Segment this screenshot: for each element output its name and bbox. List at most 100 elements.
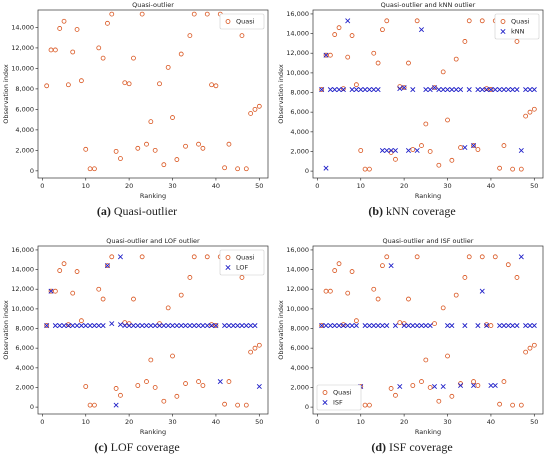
point: [118, 156, 123, 161]
point: [65, 323, 71, 329]
point: [384, 254, 390, 260]
point: [340, 87, 346, 93]
point: [410, 383, 416, 388]
point: [523, 87, 529, 93]
point: [393, 156, 398, 162]
point: [353, 87, 359, 93]
point: [61, 261, 67, 267]
legend-box: [219, 13, 265, 30]
y-tick-label: 6,000: [15, 105, 34, 113]
point: [353, 318, 359, 324]
point: [131, 296, 136, 302]
point: [178, 323, 184, 329]
point: [174, 393, 180, 399]
chart-title: Quasi-outlier: [132, 1, 174, 9]
point: [445, 353, 450, 359]
point: [527, 109, 533, 115]
point: [462, 145, 468, 151]
point: [87, 323, 93, 329]
point: [527, 87, 533, 93]
x-tick-label: 30: [443, 418, 451, 426]
point: [345, 323, 351, 329]
point: [405, 323, 411, 329]
point: [319, 323, 325, 328]
point: [362, 402, 368, 408]
point: [488, 382, 494, 389]
x-tick-label: 40: [212, 182, 220, 190]
point: [401, 323, 407, 329]
x-tick-label: 20: [125, 418, 133, 426]
y-tick-label: 6,000: [15, 344, 34, 352]
legend-label: Quasi: [236, 254, 255, 262]
point: [371, 286, 377, 292]
point: [349, 323, 355, 329]
point: [161, 162, 167, 168]
point: [191, 323, 197, 329]
point: [226, 323, 232, 329]
point: [414, 18, 420, 24]
point: [144, 379, 149, 384]
point: [248, 349, 254, 355]
point: [156, 323, 163, 329]
plot-frame: [312, 245, 544, 415]
point: [510, 402, 516, 408]
point: [505, 262, 511, 268]
point: [83, 384, 89, 389]
point: [74, 323, 80, 329]
point: [74, 27, 80, 32]
legend-label: Quasi: [511, 18, 530, 26]
point: [423, 87, 429, 93]
y-tick-label: 4,000: [290, 364, 309, 372]
point: [371, 87, 377, 93]
point: [484, 323, 490, 329]
point: [527, 323, 533, 329]
x-tick-label: 40: [212, 418, 220, 426]
point: [332, 323, 338, 329]
point: [414, 147, 420, 154]
point: [340, 323, 346, 329]
point: [239, 33, 245, 39]
y-tick-label: 8,000: [290, 325, 309, 333]
point: [466, 87, 472, 93]
point: [196, 379, 201, 384]
point: [217, 379, 223, 385]
point: [323, 288, 329, 294]
point: [462, 275, 468, 280]
y-axis-label: Observation index: [277, 300, 285, 360]
point: [105, 20, 110, 26]
x-tick-label: 30: [168, 182, 176, 190]
point: [488, 87, 494, 93]
point: [139, 254, 145, 260]
point: [74, 269, 80, 274]
point: [96, 286, 102, 292]
point: [200, 323, 206, 329]
point: [471, 143, 477, 149]
point: [209, 322, 214, 327]
point: [449, 323, 455, 329]
point: [327, 87, 333, 93]
point: [91, 323, 97, 329]
y-tick-label: 14,000: [286, 266, 309, 274]
point: [380, 27, 385, 33]
point: [209, 323, 215, 329]
point: [196, 323, 202, 329]
point: [392, 147, 398, 154]
y-tick-label: 8,000: [15, 85, 34, 93]
point: [200, 383, 206, 388]
panel: Quasi-outlier and LOF outlier 0 10 20 30 40 50…: [2, 237, 269, 454]
point: [345, 18, 351, 24]
point: [327, 323, 333, 329]
point: [57, 323, 63, 329]
point: [109, 321, 115, 327]
point: [323, 52, 329, 58]
point: [170, 353, 175, 359]
point: [323, 165, 329, 171]
point: [423, 323, 429, 329]
point: [345, 54, 351, 60]
point: [523, 113, 529, 119]
point: [384, 323, 390, 329]
point: [366, 87, 372, 93]
y-tick-label: 16,000: [11, 246, 34, 254]
point: [475, 383, 481, 388]
point: [453, 56, 459, 62]
